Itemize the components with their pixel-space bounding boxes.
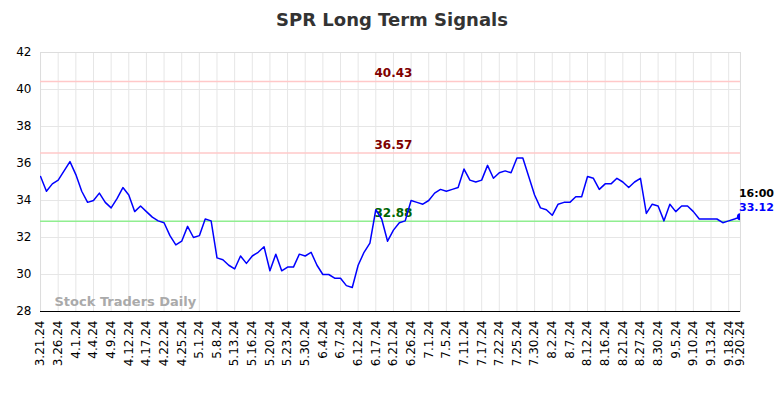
svg-text:7.17.24: 7.17.24 bbox=[475, 321, 489, 367]
svg-text:34: 34 bbox=[16, 193, 31, 207]
svg-text:3.26.24: 3.26.24 bbox=[51, 321, 65, 367]
svg-text:6.21.24: 6.21.24 bbox=[386, 321, 400, 367]
svg-text:9.13.24: 9.13.24 bbox=[704, 321, 718, 367]
svg-text:Stock Traders Daily: Stock Traders Daily bbox=[55, 294, 197, 309]
svg-text:9.20.24: 9.20.24 bbox=[733, 321, 747, 367]
svg-text:7.5.24: 7.5.24 bbox=[439, 321, 453, 359]
svg-text:9.5.24: 9.5.24 bbox=[669, 321, 683, 359]
svg-text:40.43: 40.43 bbox=[374, 66, 412, 80]
svg-text:7.1.24: 7.1.24 bbox=[422, 321, 436, 359]
html-text:SPR Long Term Signals: SPR Long Term Signals bbox=[276, 9, 508, 30]
svg-text:32.88: 32.88 bbox=[374, 206, 413, 221]
svg-text:28: 28 bbox=[16, 304, 31, 318]
svg-text:5.23.24: 5.23.24 bbox=[280, 321, 294, 367]
svg-text:9.18.24: 9.18.24 bbox=[721, 320, 736, 367]
svg-text:8.27.24: 8.27.24 bbox=[633, 321, 647, 367]
svg-text:7.11.24: 7.11.24 bbox=[457, 321, 471, 367]
svg-text:5.16.24: 5.16.24 bbox=[245, 321, 259, 367]
svg-text:5.8.24: 5.8.24 bbox=[210, 321, 224, 359]
svg-text:6.4.24: 6.4.24 bbox=[316, 321, 330, 359]
svg-text:4.9.24: 4.9.24 bbox=[104, 321, 118, 359]
svg-text:6.12.24: 6.12.24 bbox=[351, 321, 365, 367]
svg-text:16:00: 16:00 bbox=[739, 187, 774, 200]
svg-text:8.21.24: 8.21.24 bbox=[616, 321, 630, 367]
svg-text:4.12.24: 4.12.24 bbox=[122, 321, 136, 367]
svg-text:8.7.24: 8.7.24 bbox=[563, 321, 577, 359]
svg-text:42: 42 bbox=[16, 45, 31, 59]
svg-text:8.30.24: 8.30.24 bbox=[651, 321, 665, 367]
svg-text:32: 32 bbox=[16, 230, 31, 244]
svg-text:7.25.24: 7.25.24 bbox=[510, 321, 524, 367]
svg-text:7.22.24: 7.22.24 bbox=[492, 321, 506, 367]
svg-text:9.10.24: 9.10.24 bbox=[686, 321, 700, 367]
svg-text:4.1.24: 4.1.24 bbox=[69, 321, 83, 359]
svg-text:7.30.24: 7.30.24 bbox=[527, 321, 541, 367]
svg-text:6.17.24: 6.17.24 bbox=[369, 321, 383, 367]
svg-text:5.20.24: 5.20.24 bbox=[263, 321, 277, 367]
svg-text:4.22.24: 4.22.24 bbox=[157, 321, 171, 367]
svg-text:6.7.24: 6.7.24 bbox=[333, 321, 347, 359]
svg-text:4.17.24: 4.17.24 bbox=[139, 321, 153, 367]
svg-text:4.4.24: 4.4.24 bbox=[86, 321, 100, 359]
svg-text:8.12.24: 8.12.24 bbox=[580, 321, 594, 367]
svg-text:33.12: 33.12 bbox=[739, 201, 774, 214]
svg-text:30: 30 bbox=[16, 267, 31, 281]
svg-text:40: 40 bbox=[16, 82, 31, 96]
svg-text:8.2.24: 8.2.24 bbox=[545, 321, 559, 359]
svg-text:8.16.24: 8.16.24 bbox=[598, 321, 612, 367]
svg-text:5.30.24: 5.30.24 bbox=[298, 321, 312, 367]
svg-text:6.26.24: 6.26.24 bbox=[404, 321, 418, 367]
svg-text:38: 38 bbox=[16, 119, 31, 133]
svg-text:36.57: 36.57 bbox=[374, 138, 412, 152]
svg-text:5.1.24: 5.1.24 bbox=[192, 321, 206, 359]
svg-text:3.21.24: 3.21.24 bbox=[33, 321, 47, 367]
svg-text:5.13.24: 5.13.24 bbox=[227, 321, 241, 367]
svg-text:4.25.24: 4.25.24 bbox=[175, 321, 189, 367]
svg-text:36: 36 bbox=[16, 156, 31, 170]
